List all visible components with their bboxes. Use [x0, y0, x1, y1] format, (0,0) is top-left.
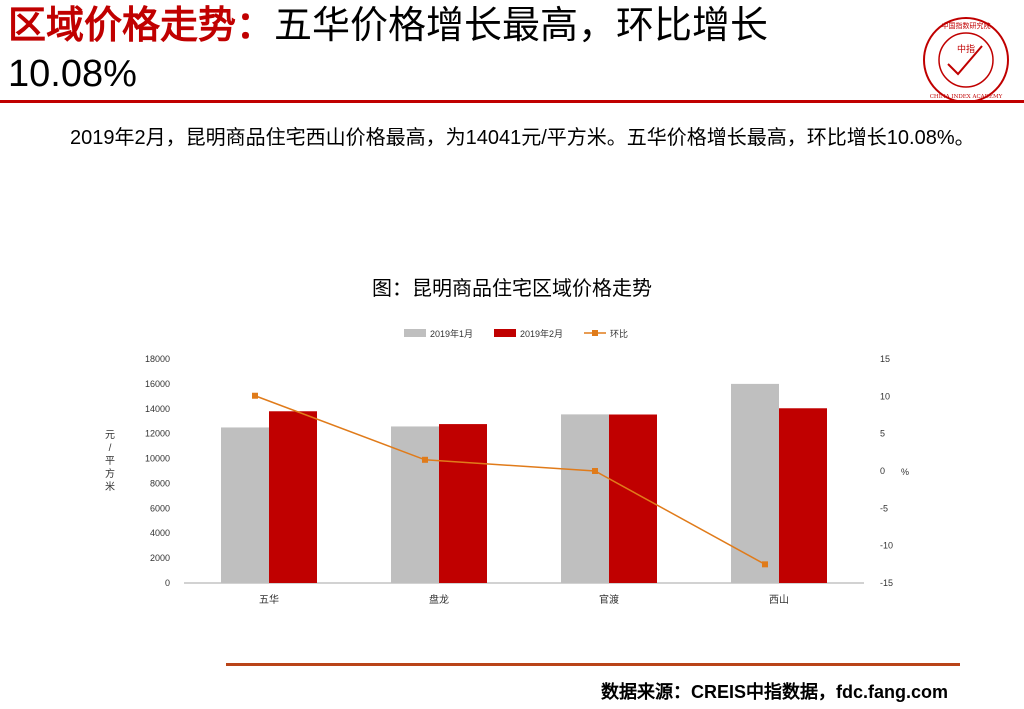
- y-tick-label: 0: [165, 578, 170, 588]
- y-tick-label: 2000: [150, 553, 170, 563]
- summary-paragraph: 2019年2月，昆明商品住宅西山价格最高，为14041元/平方米。五华价格增长最…: [70, 127, 975, 149]
- y2-tick-label: 5: [880, 429, 885, 439]
- legend-swatch: [494, 329, 516, 337]
- mom-change-point: [252, 392, 258, 399]
- y-tick-label: 8000: [150, 478, 170, 488]
- bar-jan: [221, 427, 269, 583]
- y2-tick-label: -5: [880, 503, 888, 513]
- y-axis-label-char: 方: [105, 467, 115, 480]
- logo-cn-text: 中国指数研究院: [942, 21, 991, 30]
- china-index-academy-seal-icon: 中指 中国指数研究院 CHINA INDEX ACADEMY: [923, 17, 1009, 103]
- title-divider: [0, 100, 1024, 103]
- source-divider: [226, 663, 960, 666]
- y2-axis-label: %: [901, 467, 909, 477]
- title-highlight: 区域价格走势：: [8, 5, 275, 47]
- bar-feb: [439, 424, 487, 583]
- y-tick-label: 18000: [145, 354, 170, 364]
- y2-tick-label: -15: [880, 578, 893, 588]
- y2-tick-label: 0: [880, 466, 885, 476]
- mom-change-point: [422, 456, 428, 463]
- x-tick-label: 五华: [259, 593, 279, 606]
- chart-title: 图：昆明商品住宅区域价格走势: [372, 278, 652, 300]
- bar-feb: [269, 411, 317, 583]
- mom-change-line: [254, 395, 766, 565]
- y2-tick-label: -10: [880, 541, 893, 551]
- bar-jan: [731, 383, 779, 583]
- mom-change-point: [592, 468, 598, 474]
- legend-swatch-marker: [592, 330, 598, 336]
- logo-en-text: CHINA INDEX ACADEMY: [930, 94, 1003, 100]
- x-tick-label: 官渡: [599, 593, 619, 606]
- bar-jan: [561, 414, 609, 583]
- logo-inner-text: 中指: [957, 43, 975, 55]
- y-axis-label-char: 平: [105, 456, 115, 467]
- y-tick-label: 14000: [145, 404, 170, 414]
- y-axis-label-char: 米: [105, 480, 115, 493]
- legend-swatch: [404, 329, 426, 337]
- y-tick-label: 4000: [150, 528, 170, 538]
- data-source: 数据来源：CREIS中指数据，fdc.fang.com: [600, 682, 948, 702]
- page-title-line2: 10.08%: [8, 53, 137, 95]
- bar-feb: [609, 414, 657, 583]
- y-tick-label: 16000: [145, 379, 170, 389]
- x-tick-label: 西山: [769, 594, 789, 606]
- y-tick-label: 10000: [145, 454, 170, 464]
- y-axis-label-char: 元: [105, 430, 115, 441]
- y-axis-label-char: /: [109, 443, 112, 454]
- x-tick-label: 盘龙: [429, 593, 449, 606]
- page-title: 区域价格走势：五华价格增长最高，环比增长: [8, 4, 768, 48]
- legend-label: 环比: [610, 328, 628, 339]
- legend-label: 2019年1月: [430, 328, 473, 339]
- bar-feb: [779, 408, 827, 583]
- y2-tick-label: 10: [880, 391, 890, 401]
- mom-change-point: [762, 561, 768, 568]
- bar-jan: [391, 426, 439, 583]
- y-tick-label: 12000: [145, 429, 170, 439]
- title-text: 五华价格增长最高，环比增长: [274, 5, 769, 47]
- y2-tick-label: 15: [880, 354, 890, 364]
- y-tick-label: 6000: [150, 503, 170, 513]
- legend-label: 2019年2月: [520, 328, 563, 339]
